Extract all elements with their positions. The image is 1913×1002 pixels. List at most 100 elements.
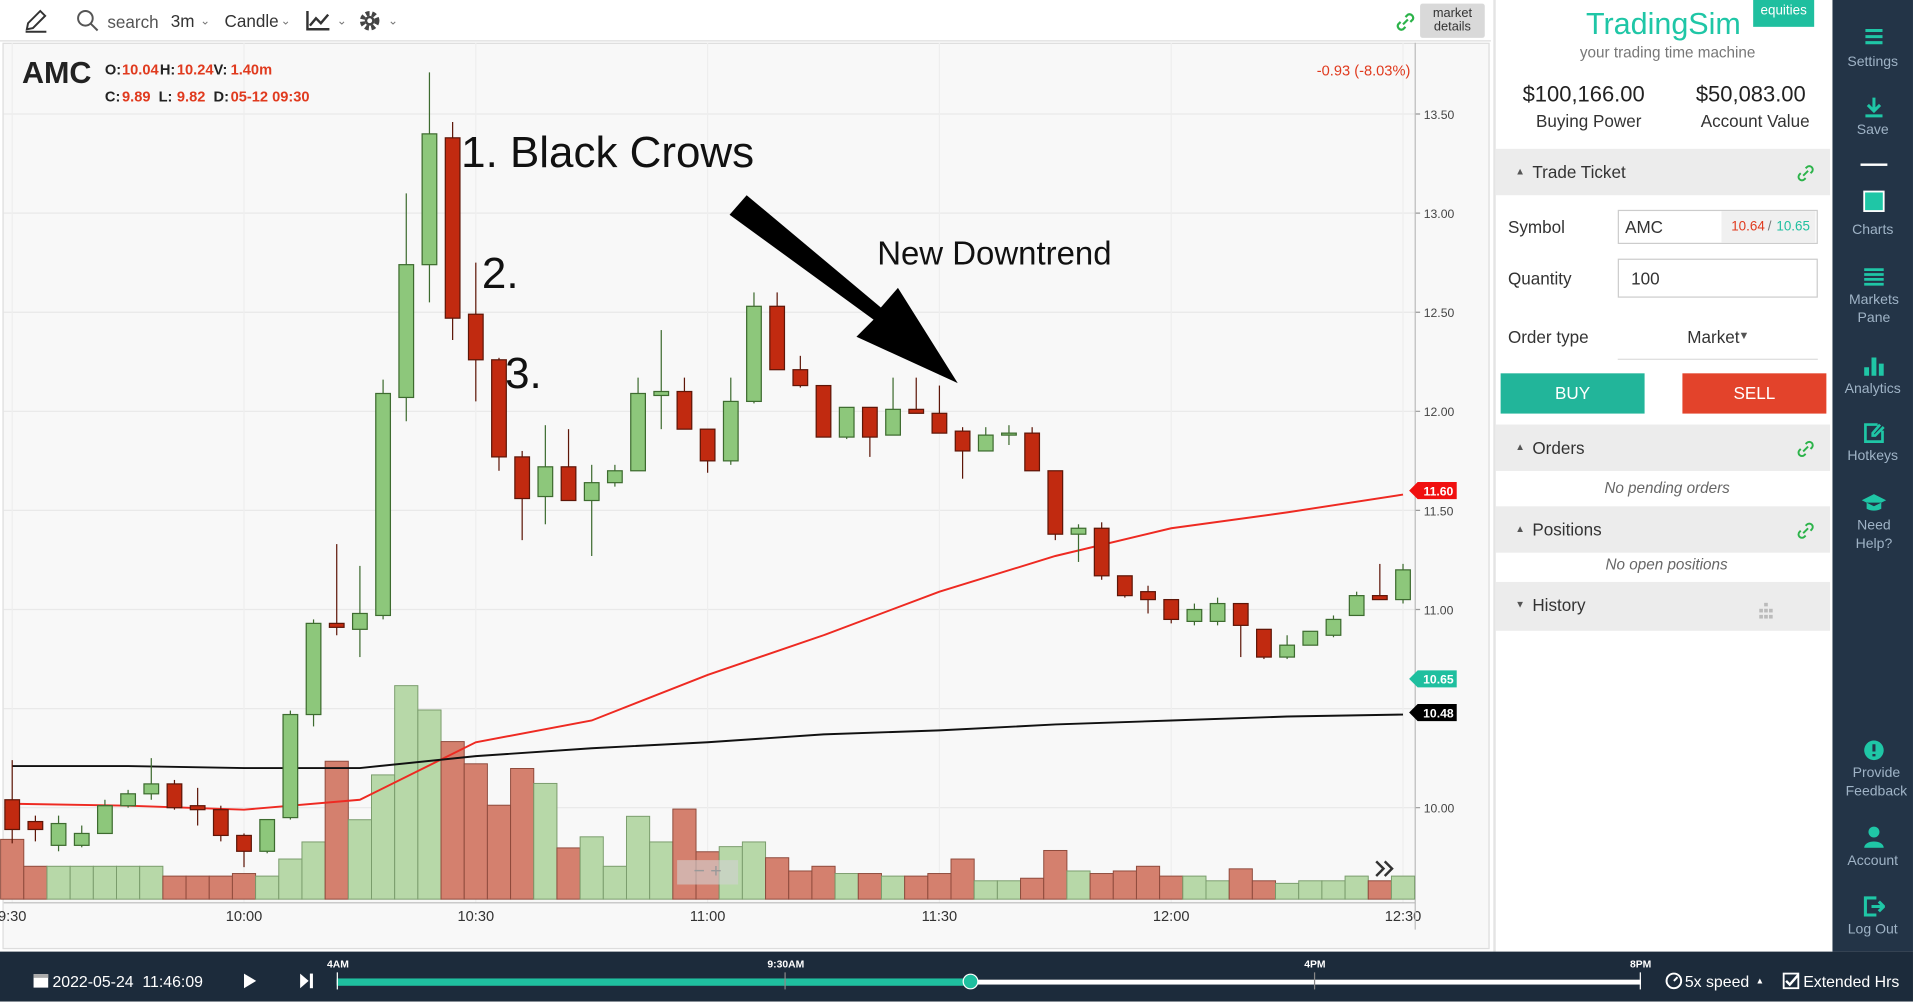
timeline-mark xyxy=(336,972,338,990)
volume-bar xyxy=(46,865,71,900)
candle-body xyxy=(954,430,971,452)
checkbox[interactable] xyxy=(1782,972,1800,990)
x-tick-label: 12:30 xyxy=(1385,909,1422,925)
calendar-icon[interactable] xyxy=(33,972,49,988)
nav-item[interactable]: Analytics xyxy=(1844,381,1901,397)
timeline-knob[interactable] xyxy=(962,973,979,990)
order-type-select[interactable]: Market xyxy=(1687,326,1740,347)
volume-bar xyxy=(347,819,372,900)
nav-icon xyxy=(1864,268,1884,286)
playback-bar xyxy=(0,951,1913,1002)
symbol-value: AMC xyxy=(1625,217,1664,237)
section-header[interactable]: ▼ History xyxy=(1495,581,1831,631)
quantity-input[interactable] xyxy=(1617,258,1818,298)
candle-body xyxy=(96,805,113,835)
zoom-control[interactable]: − + xyxy=(677,860,739,885)
step-button[interactable] xyxy=(298,972,315,989)
nav-item[interactable]: Account xyxy=(1847,854,1899,869)
section-title: Positions xyxy=(1532,519,1602,540)
candle-body xyxy=(1325,618,1342,636)
ohlc-value: 9.89 xyxy=(122,87,151,105)
nav-icon xyxy=(1865,97,1883,118)
buy-button[interactable]: BUY xyxy=(1500,373,1645,414)
volume-bar xyxy=(23,865,48,900)
account-value-label: Account Value xyxy=(1700,111,1810,131)
section-header[interactable]: ▲ Trade Ticket xyxy=(1495,148,1831,196)
candle-body xyxy=(514,456,531,500)
nav-item[interactable]: Hotkeys xyxy=(1847,448,1899,464)
price-tag xyxy=(1409,670,1457,688)
candle-body xyxy=(328,622,345,628)
arrow-annotation xyxy=(729,195,958,384)
symbol-title: AMC xyxy=(21,56,92,91)
search-input[interactable]: search xyxy=(107,12,159,32)
buying-power-label: Buying Power xyxy=(1536,111,1642,131)
nav-item[interactable]: Need Help? xyxy=(1855,518,1893,552)
section-header[interactable]: ▲ Orders xyxy=(1495,424,1831,471)
ohlc-value: 9.82 xyxy=(176,87,206,105)
draw-icon[interactable] xyxy=(22,7,49,34)
volume-bar xyxy=(788,870,813,900)
x-tick-label: 10:00 xyxy=(226,909,263,925)
nav-item[interactable]: Charts xyxy=(1852,223,1894,238)
candle-body xyxy=(560,466,577,502)
section-title: Trade Ticket xyxy=(1532,162,1626,182)
nav-icon xyxy=(1864,423,1885,443)
settings-icon[interactable] xyxy=(357,9,381,33)
volume-bar xyxy=(463,763,488,900)
volume-bar xyxy=(1390,875,1416,900)
play-button[interactable] xyxy=(242,972,259,989)
speed-select[interactable]: 5x speed xyxy=(1684,972,1750,991)
extended-hours[interactable]: Extended Hrs xyxy=(1803,972,1900,991)
volume-bar xyxy=(672,808,697,900)
nav-item[interactable]: Markets Pane xyxy=(1848,292,1899,326)
volume-bar xyxy=(880,875,906,900)
link-icon[interactable] xyxy=(1396,12,1416,32)
y-tick-label: 12.50 xyxy=(1424,306,1455,320)
indicator-icon[interactable] xyxy=(305,9,332,33)
candle-body xyxy=(583,482,600,502)
volume-bar xyxy=(139,865,164,900)
volume-bar xyxy=(834,873,859,900)
link-icon[interactable] xyxy=(1797,522,1814,539)
candle-body xyxy=(375,392,392,617)
volume-bar xyxy=(1112,870,1137,900)
volume-bar xyxy=(533,782,558,900)
interval-select[interactable]: 3m xyxy=(170,10,195,31)
candle-body xyxy=(282,713,299,819)
candle-body xyxy=(537,466,554,498)
timeline-track[interactable] xyxy=(336,979,1641,985)
volume-bar xyxy=(649,841,674,900)
chart: 10.0010.5011.0011.5012.0012.5013.0013.50… xyxy=(0,42,1457,930)
nav-item[interactable]: Provide Feedback xyxy=(1845,766,1908,800)
nav-item[interactable]: Log Out xyxy=(1847,922,1898,937)
sell-button[interactable]: SELL xyxy=(1682,373,1827,414)
timeline-label: 4PM xyxy=(1304,957,1326,970)
candle-body xyxy=(1116,575,1133,597)
divider xyxy=(1617,358,1818,360)
candle-body xyxy=(653,390,670,397)
candle-body xyxy=(398,264,415,399)
volume-bar xyxy=(162,875,187,900)
field-label: Order type xyxy=(1507,326,1589,347)
speed-icon xyxy=(1665,972,1683,990)
nav-item[interactable]: Save xyxy=(1856,123,1889,138)
market-details-button[interactable]: market details xyxy=(1420,3,1485,38)
quote-box xyxy=(1721,211,1816,243)
link-icon[interactable] xyxy=(1797,165,1814,182)
volume-bar xyxy=(371,774,396,900)
section-header[interactable]: ▲ Positions xyxy=(1495,506,1831,553)
volume-bar xyxy=(486,804,512,900)
scroll-end-icon[interactable] xyxy=(1371,856,1400,880)
price-change: -0.93 (-8.03%) xyxy=(1316,62,1411,80)
candle-body xyxy=(236,834,252,852)
link-icon[interactable] xyxy=(1797,440,1814,458)
nav-item[interactable]: Settings xyxy=(1847,54,1899,70)
style-select[interactable]: Candle xyxy=(224,10,279,31)
volume-bar xyxy=(996,880,1022,900)
empty-message: No pending orders xyxy=(1604,479,1730,497)
moving-average xyxy=(12,713,1404,770)
ohlc-label: D: xyxy=(213,87,229,105)
nav-icon xyxy=(1864,740,1884,761)
y-tick-label: 11.00 xyxy=(1424,603,1454,617)
